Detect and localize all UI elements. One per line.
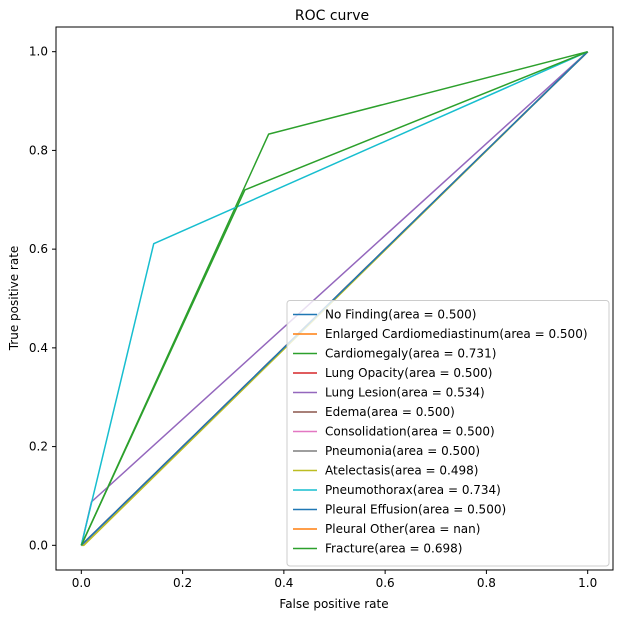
legend-label-8: Atelectasis(area = 0.498) <box>325 464 478 478</box>
y-tick-label-1: 0.2 <box>29 440 48 454</box>
chart-title: ROC curve <box>295 8 369 24</box>
legend-label-7: Pneumonia(area = 0.500) <box>325 444 480 458</box>
legend-label-4: Lung Lesion(area = 0.534) <box>325 386 485 400</box>
plot-series <box>80 50 589 547</box>
x-tick-label-0: 0.0 <box>72 576 91 590</box>
y-tick-label-0: 0.0 <box>29 538 48 552</box>
x-tick-label-3: 0.6 <box>376 576 395 590</box>
x-axis-label: False positive rate <box>279 597 388 611</box>
y-tick-label-3: 0.6 <box>29 242 48 256</box>
y-tick-label-5: 1.0 <box>29 45 48 59</box>
series-line-12 <box>80 50 588 546</box>
legend-label-1: Enlarged Cardiomediastinum(area = 0.500) <box>325 327 588 341</box>
y-tick-label-2: 0.4 <box>29 341 48 355</box>
legend-label-12: Fracture(area = 0.698) <box>325 542 462 556</box>
legend-label-0: No Finding(area = 0.500) <box>325 308 476 322</box>
x-tick-label-2: 0.4 <box>274 576 293 590</box>
x-tick-label-4: 0.8 <box>477 576 496 590</box>
legend-box <box>286 300 610 567</box>
y-tick-label-4: 0.8 <box>29 143 48 157</box>
legend-label-2: Cardiomegaly(area = 0.731) <box>325 347 496 361</box>
y-axis-ticks: 0.0 0.2 0.4 0.6 0.8 1.0 <box>29 45 56 552</box>
x-axis-ticks: 0.0 0.2 0.4 0.6 0.8 1.0 <box>72 570 597 590</box>
x-tick-label-1: 0.2 <box>173 576 192 590</box>
series-line-9 <box>80 50 588 546</box>
legend-label-10: Pleural Effusion(area = 0.500) <box>325 503 506 517</box>
legend-label-6: Consolidation(area = 0.500) <box>325 425 495 439</box>
x-tick-label-5: 1.0 <box>578 576 597 590</box>
series-line-10 <box>80 51 589 546</box>
legend-label-9: Pneumothorax(area = 0.734) <box>325 483 501 497</box>
y-axis-label: True positive rate <box>7 246 21 352</box>
legend: No Finding(area = 0.500) Enlarged Cardiom… <box>286 300 610 567</box>
plot-frame <box>55 26 614 571</box>
legend-label-3: Lung Opacity(area = 0.500) <box>325 366 492 380</box>
legend-label-11: Pleural Other(area = nan) <box>325 522 480 536</box>
legend-label-5: Edema(area = 0.500) <box>325 405 455 419</box>
